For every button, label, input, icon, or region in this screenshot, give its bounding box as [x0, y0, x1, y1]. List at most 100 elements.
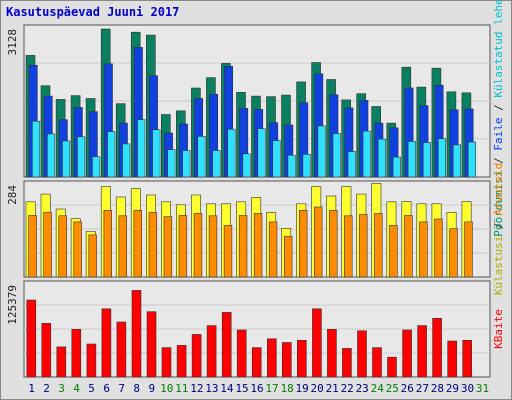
- bar-külastatud-lehekülgi: [137, 119, 146, 178]
- bar-arvuteid: [434, 218, 443, 278]
- bar-külastatud-lehekülgi: [452, 144, 462, 178]
- x-tick-label: 8: [133, 382, 140, 395]
- bar-arvuteid: [313, 206, 323, 278]
- x-tick-label: 26: [401, 382, 414, 395]
- bar-arvuteid: [253, 213, 263, 278]
- bar-kbaite: [206, 325, 217, 378]
- bar-arvuteid: [283, 235, 293, 278]
- bar-kbaite: [71, 328, 82, 378]
- legend-item: Arvuteid: [492, 163, 505, 216]
- bar-kbaite: [432, 317, 442, 378]
- bar-külastatud-lehekülgi: [182, 150, 191, 178]
- bar-külastatud-lehekülgi: [31, 120, 41, 178]
- bar-arvuteid: [344, 215, 353, 278]
- bar-arvuteid: [208, 215, 218, 278]
- x-tick-label: 11: [175, 382, 188, 395]
- y-tick-label: 125379: [6, 285, 19, 325]
- bar-arvuteid: [389, 225, 398, 278]
- bar-kbaite: [462, 339, 473, 378]
- bar-arvuteid: [404, 215, 413, 278]
- x-tick-label: 3: [58, 382, 65, 395]
- bar-külastatud-lehekülgi: [122, 143, 131, 178]
- bar-kbaite: [56, 346, 67, 378]
- bar-kbaite: [116, 321, 127, 378]
- bar-arvuteid: [118, 215, 128, 278]
- bar-külastatud-lehekülgi: [437, 138, 447, 178]
- bar-külastatud-lehekülgi: [92, 156, 101, 178]
- x-tick-label: 9: [148, 382, 155, 395]
- bar-kbaite: [131, 290, 142, 378]
- bar-külastatud-lehekülgi: [347, 151, 356, 178]
- x-tick-label: 6: [103, 382, 110, 395]
- x-axis-labels: 1 2 3 4 5 6 7 8 9 10 11 12 13 14 15 16 17 18 19 20 21 22 23 24 2…: [28, 382, 489, 395]
- bar-kbaite: [86, 343, 97, 378]
- bar-kbaite: [312, 308, 322, 378]
- bar-arvuteid: [268, 221, 278, 278]
- x-tick-label: 18: [280, 382, 293, 395]
- bar-arvuteid: [88, 234, 97, 278]
- bar-arvuteid: [73, 221, 82, 278]
- bar-kbaite: [161, 347, 172, 378]
- x-tick-label: 19: [295, 382, 308, 395]
- bar-külastatud-lehekülgi: [212, 150, 221, 178]
- x-tick-label: 1: [28, 382, 35, 395]
- x-tick-label: 7: [118, 382, 125, 395]
- bar-külastatud-lehekülgi: [152, 129, 161, 178]
- bar-külastatud-lehekülgi: [77, 136, 86, 178]
- x-tick-label: 30: [461, 382, 474, 395]
- bar-külastatud-lehekülgi: [107, 131, 116, 178]
- bar-kbaite: [41, 323, 52, 378]
- x-tick-label: 2: [43, 382, 50, 395]
- bar-külastatud-lehekülgi: [407, 141, 416, 178]
- bar-kbaite: [221, 312, 232, 378]
- bar-külastatud-lehekülgi: [302, 154, 311, 178]
- bar-arvuteid: [28, 215, 37, 278]
- legend-item: KBaite: [492, 309, 505, 349]
- bar-kbaite: [417, 325, 427, 378]
- x-tick-label: 5: [88, 382, 95, 395]
- x-tick-label: 31: [476, 382, 489, 395]
- bar-külastatud-lehekülgi: [272, 140, 281, 178]
- bar-arvuteid: [43, 211, 52, 278]
- legend-item: /: [492, 98, 505, 118]
- legend-item: Külastusi: [492, 236, 505, 296]
- x-tick-label: 25: [386, 382, 399, 395]
- legend-panel2: Külastusi / Arvuteid: [492, 163, 505, 295]
- x-tick-label: 20: [310, 382, 323, 395]
- bar-kbaite: [387, 356, 397, 378]
- bar-arvuteid: [374, 213, 383, 278]
- bar-arvuteid: [298, 210, 308, 278]
- bar-külastatud-lehekülgi: [467, 141, 477, 178]
- bar-külastatud-lehekülgi: [287, 154, 296, 178]
- bar-kbaite: [342, 348, 352, 378]
- x-tick-label: 16: [250, 382, 263, 395]
- bar-külastatud-lehekülgi: [362, 130, 371, 178]
- bar-külastatud-lehekülgi: [227, 128, 236, 178]
- bar-kbaite: [402, 329, 412, 378]
- y-tick-label: 3128: [6, 29, 19, 56]
- legends: Pöördumisi / Faile / Külastatud lehekülg…: [492, 0, 505, 349]
- bar-kbaite: [26, 299, 37, 378]
- bar-arvuteid: [103, 210, 113, 278]
- legend-panel3: KBaite: [492, 309, 505, 349]
- bar-arvuteid: [329, 210, 338, 278]
- x-tick-label: 15: [235, 382, 248, 395]
- bar-külastatud-lehekülgi: [257, 128, 266, 178]
- x-tick-label: 17: [265, 382, 278, 395]
- bar-arvuteid: [133, 210, 142, 278]
- chart-title: Kasutuspäevad Juuni 2017: [6, 5, 179, 19]
- bar-arvuteid: [359, 214, 368, 278]
- bar-külastatud-lehekülgi: [62, 140, 71, 178]
- bar-arvuteid: [163, 216, 173, 278]
- x-tick-label: 12: [190, 382, 203, 395]
- panel-1: 3128: [6, 24, 491, 178]
- x-tick-label: 14: [220, 382, 234, 395]
- x-tick-label: 24: [371, 382, 385, 395]
- bar-kbaite: [327, 328, 337, 378]
- bar-kbaite: [101, 308, 112, 378]
- panel-3: 125379: [6, 280, 491, 378]
- x-tick-label: 4: [73, 382, 80, 395]
- bar-kbaite: [372, 347, 382, 378]
- bar-arvuteid: [419, 221, 428, 278]
